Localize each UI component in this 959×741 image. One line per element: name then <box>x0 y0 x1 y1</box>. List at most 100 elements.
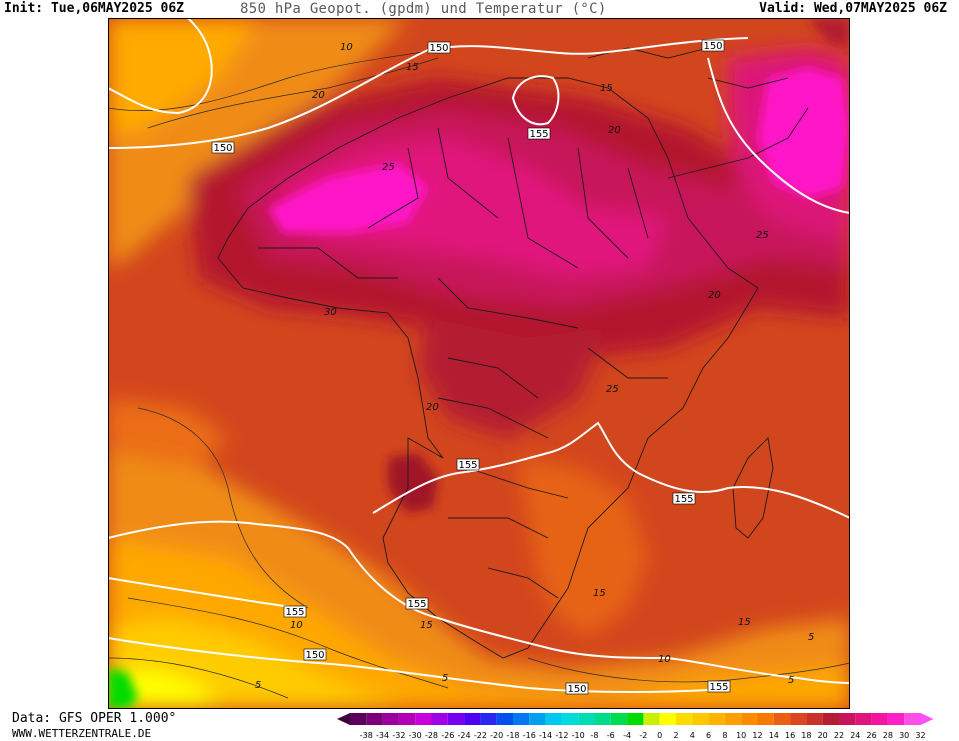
svg-text:150: 150 <box>703 41 722 52</box>
legend-color-box <box>773 713 791 725</box>
temperature-label: 15 <box>406 62 419 73</box>
temperature-label: 15 <box>738 617 751 628</box>
temperature-label: 20 <box>426 402 439 413</box>
svg-text:150: 150 <box>429 43 448 54</box>
legend-color-box <box>839 713 856 725</box>
legend-color-box <box>415 713 432 725</box>
legend-color-box <box>904 713 921 725</box>
legend-color-box <box>871 713 888 725</box>
legend-arrow-high <box>920 713 934 725</box>
legend-tick-label: -10 <box>572 731 585 740</box>
temperature-label: 5 <box>808 632 814 643</box>
geopotential-label: 155 <box>405 597 429 610</box>
geopotential-label: 150 <box>701 39 725 52</box>
legend-color-box <box>545 713 562 725</box>
legend-color-box <box>513 713 530 725</box>
legend-color-box <box>496 713 513 725</box>
temperature-contours <box>108 47 850 699</box>
svg-text:155: 155 <box>529 129 548 140</box>
temperature-color-legend: -38 -34 -32 -30 -28 -26 -24 -22 -20 -18 -16 -14 -12-… <box>337 713 934 740</box>
legend-tick-label: -24 <box>458 731 471 740</box>
legend-tick-label: 20 <box>818 731 828 740</box>
legend-color-box <box>741 713 758 725</box>
legend-color-box <box>382 713 399 725</box>
temperature-label: 15 <box>593 588 606 599</box>
temperature-label: 15 <box>420 620 433 631</box>
svg-text:150: 150 <box>567 684 586 695</box>
svg-text:155: 155 <box>709 682 728 693</box>
legend-tick-label: 24 <box>850 731 860 740</box>
temperature-label: 10 <box>290 620 303 631</box>
geopotential-label: 150 <box>211 141 235 154</box>
legend-color-box <box>529 713 546 725</box>
legend-color-box <box>887 713 905 725</box>
temperature-label: 5 <box>255 680 261 691</box>
legend-color-box <box>659 713 676 725</box>
geopotential-label: 155 <box>707 680 731 693</box>
temperature-label: 25 <box>382 162 395 173</box>
legend-tick-label: 22 <box>834 731 844 740</box>
legend-tick-label: 8 <box>722 731 727 740</box>
legend-tick-label: -6 <box>607 731 615 740</box>
geopotential-label: 155 <box>527 127 551 140</box>
svg-text:155: 155 <box>285 607 304 618</box>
map-frame <box>108 18 850 709</box>
temperature-label: 10 <box>340 42 353 53</box>
temperature-label: 20 <box>312 90 325 101</box>
legend-color-box <box>627 713 644 725</box>
legend-color-box <box>350 713 367 725</box>
legend-tick-label: -18 <box>506 731 519 740</box>
legend-tick-label: 14 <box>769 731 779 740</box>
legend-tick-label: -4 <box>623 731 631 740</box>
legend-tick-label: 26 <box>867 731 877 740</box>
legend-tick-label: -12 <box>555 731 568 740</box>
svg-text:155: 155 <box>674 494 693 505</box>
legend-tick-label: -16 <box>523 731 536 740</box>
legend-tick-label: -30 <box>409 731 422 740</box>
legend-color-box <box>855 713 872 725</box>
legend-tick-label: -20 <box>490 731 503 740</box>
legend-color-box <box>464 713 481 725</box>
legend-color-box <box>480 713 497 725</box>
legend-color-box <box>447 713 465 725</box>
legend-tick-label: 28 <box>883 731 893 740</box>
legend-tick-label: 4 <box>690 731 695 740</box>
legend-color-box <box>757 713 774 725</box>
temperature-label: 5 <box>442 673 448 684</box>
legend-color-box <box>676 713 693 725</box>
legend-tick-label: -26 <box>441 731 454 740</box>
legend-color-box <box>822 713 839 725</box>
website-label: WWW.WETTERZENTRALE.DE <box>12 727 152 740</box>
legend-color-box <box>643 713 660 725</box>
legend-color-box <box>790 713 807 725</box>
geopotential-label: 150 <box>565 682 589 695</box>
temperature-label: 25 <box>606 384 619 395</box>
svg-text:155: 155 <box>407 599 426 610</box>
geopotential-label: 155 <box>283 605 307 618</box>
legend-color-box <box>724 713 742 725</box>
legend-color-box <box>398 713 416 725</box>
valid-time-label: Valid: Wed,07MAY2025 06Z <box>759 1 947 16</box>
legend-color-box <box>561 713 579 725</box>
legend-tick-label: 6 <box>706 731 711 740</box>
legend-tick-label: 32 <box>915 731 925 740</box>
data-source-label: Data: GFS OPER 1.000° <box>12 711 177 726</box>
geopotential-label: 155 <box>672 492 696 505</box>
legend-color-box <box>806 713 823 725</box>
temperature-label: 20 <box>708 290 721 301</box>
svg-text:155: 155 <box>458 460 477 471</box>
legend-color-box <box>692 713 709 725</box>
legend-color-box <box>366 713 383 725</box>
legend-tick-label: 30 <box>899 731 909 740</box>
temperature-label: 5 <box>788 675 794 686</box>
legend-tick-label: -32 <box>392 731 405 740</box>
init-time-label: Init: Tue,06MAY2025 06Z <box>4 1 185 16</box>
temperature-label: 10 <box>658 654 671 665</box>
svg-text:150: 150 <box>305 650 324 661</box>
legend-tick-label: 18 <box>801 731 811 740</box>
legend-color-box <box>431 713 448 725</box>
legend-tick-label: 0 <box>657 731 662 740</box>
legend-arrow-low <box>337 713 350 725</box>
legend-tick-label: 16 <box>785 731 795 740</box>
legend-tick-label: -38 <box>360 731 373 740</box>
